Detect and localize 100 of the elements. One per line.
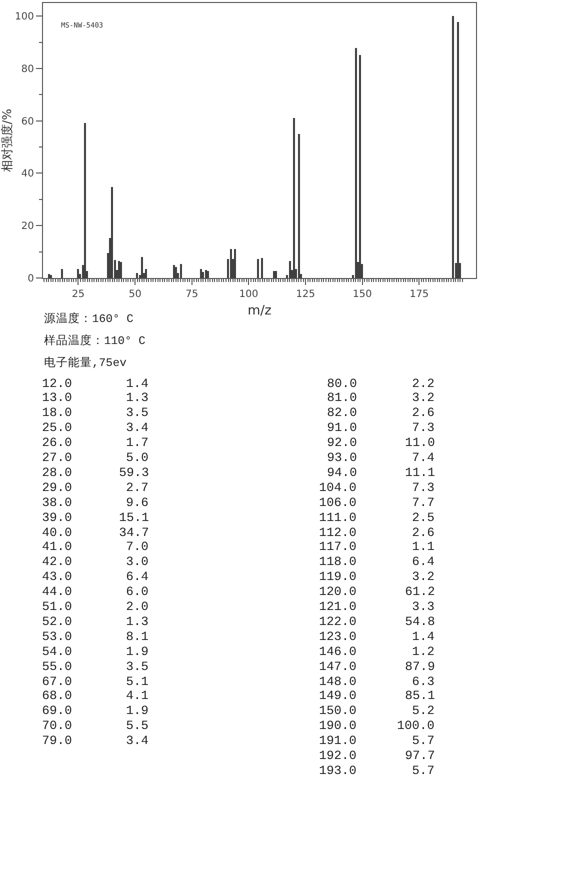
bar	[120, 262, 122, 278]
text: 26.0	[42, 436, 72, 450]
text: 7.4	[412, 451, 435, 465]
text: 81.0	[327, 391, 358, 405]
y-tick-label: 100	[14, 12, 34, 23]
text: 9.6	[126, 496, 149, 510]
text: 电子能量,75ev	[44, 356, 127, 370]
text: 191.0	[319, 734, 357, 748]
bar	[234, 249, 236, 278]
text: 6.4	[412, 555, 435, 569]
text: 1.1	[412, 540, 435, 554]
y-axis-title: 相对强度/%	[0, 108, 14, 172]
text: 15.1	[119, 511, 150, 525]
text: 147.0	[319, 660, 357, 674]
text: 11.0	[405, 436, 436, 450]
text: 源温度：160° C	[44, 311, 134, 326]
text: 97.7	[405, 749, 436, 763]
text: 6.3	[412, 675, 435, 689]
text: 11.1	[405, 466, 436, 480]
bar	[77, 269, 79, 278]
text: 2.7	[126, 481, 149, 495]
text: 70.0	[42, 719, 72, 733]
text: 190.0	[319, 719, 357, 733]
text: 5.2	[412, 704, 435, 718]
bar	[257, 259, 259, 278]
x-tick-label: 25	[72, 289, 85, 300]
text: 7.0	[126, 540, 149, 554]
text: 1.4	[412, 630, 435, 644]
text: 3.0	[126, 555, 149, 569]
text: 43.0	[42, 570, 72, 584]
bar	[293, 118, 295, 278]
bar	[145, 269, 147, 278]
text: 149.0	[319, 689, 357, 703]
text: 8.1	[126, 630, 149, 644]
bar	[200, 269, 202, 278]
text: 2.2	[412, 377, 435, 391]
text: 39.0	[42, 511, 72, 525]
text: 12.0	[42, 377, 72, 391]
text: 53.0	[42, 630, 72, 644]
text: 148.0	[319, 675, 357, 689]
text: 7.3	[412, 481, 435, 495]
text: 40.0	[42, 526, 72, 540]
text: 193.0	[319, 764, 357, 778]
text: 25.0	[42, 421, 72, 435]
bar	[202, 272, 204, 278]
text: 3.2	[412, 391, 435, 405]
text: 3.4	[126, 734, 149, 748]
x-tick-label: 75	[186, 289, 198, 300]
text: 38.0	[42, 496, 72, 510]
text: 1.2	[412, 645, 435, 659]
text: 104.0	[319, 481, 357, 495]
text: 55.0	[42, 660, 72, 674]
text: 1.9	[126, 704, 149, 718]
bar	[180, 264, 182, 278]
text: 52.0	[42, 615, 72, 629]
text: 2.6	[412, 526, 435, 540]
text: 120.0	[319, 585, 357, 599]
bar	[230, 249, 232, 278]
text: 1.9	[126, 645, 149, 659]
text: 2.5	[412, 511, 435, 525]
text: 79.0	[42, 734, 72, 748]
bar	[48, 274, 50, 278]
text: 42.0	[42, 555, 72, 569]
text: 3.3	[412, 600, 435, 614]
text: 6.4	[126, 570, 149, 584]
text: 91.0	[327, 421, 358, 435]
bar	[273, 271, 275, 278]
text: 87.9	[405, 660, 436, 674]
text: 80.0	[327, 377, 358, 391]
text: 146.0	[319, 645, 357, 659]
bar	[173, 265, 175, 278]
text: 61.2	[405, 585, 436, 599]
bar	[289, 261, 291, 278]
bar	[111, 187, 113, 278]
text: 1.3	[126, 391, 149, 405]
text: 28.0	[42, 466, 72, 480]
bar	[355, 48, 357, 278]
text: 样品温度：110° C	[44, 333, 146, 348]
text: 92.0	[327, 436, 358, 450]
text: 34.7	[119, 526, 150, 540]
text: 118.0	[319, 555, 357, 569]
x-axis-title: m/z	[248, 304, 272, 319]
bar	[261, 258, 263, 278]
text: 2.6	[412, 406, 435, 420]
text: 3.2	[412, 570, 435, 584]
text: 117.0	[319, 540, 357, 554]
text: 7.3	[412, 421, 435, 435]
text: 27.0	[42, 451, 72, 465]
x-tick-label: 175	[410, 289, 429, 300]
text: 18.0	[42, 406, 72, 420]
x-tick-label: 50	[128, 289, 142, 300]
bar	[118, 261, 120, 278]
text: 93.0	[327, 451, 358, 465]
x-tick-label: 125	[296, 289, 316, 300]
text: 122.0	[319, 615, 357, 629]
text: 106.0	[319, 496, 357, 510]
x-tick-label: 100	[239, 289, 258, 300]
text: 111.0	[319, 511, 357, 525]
text: 51.0	[42, 600, 72, 614]
x-tick-label: 150	[352, 289, 372, 300]
